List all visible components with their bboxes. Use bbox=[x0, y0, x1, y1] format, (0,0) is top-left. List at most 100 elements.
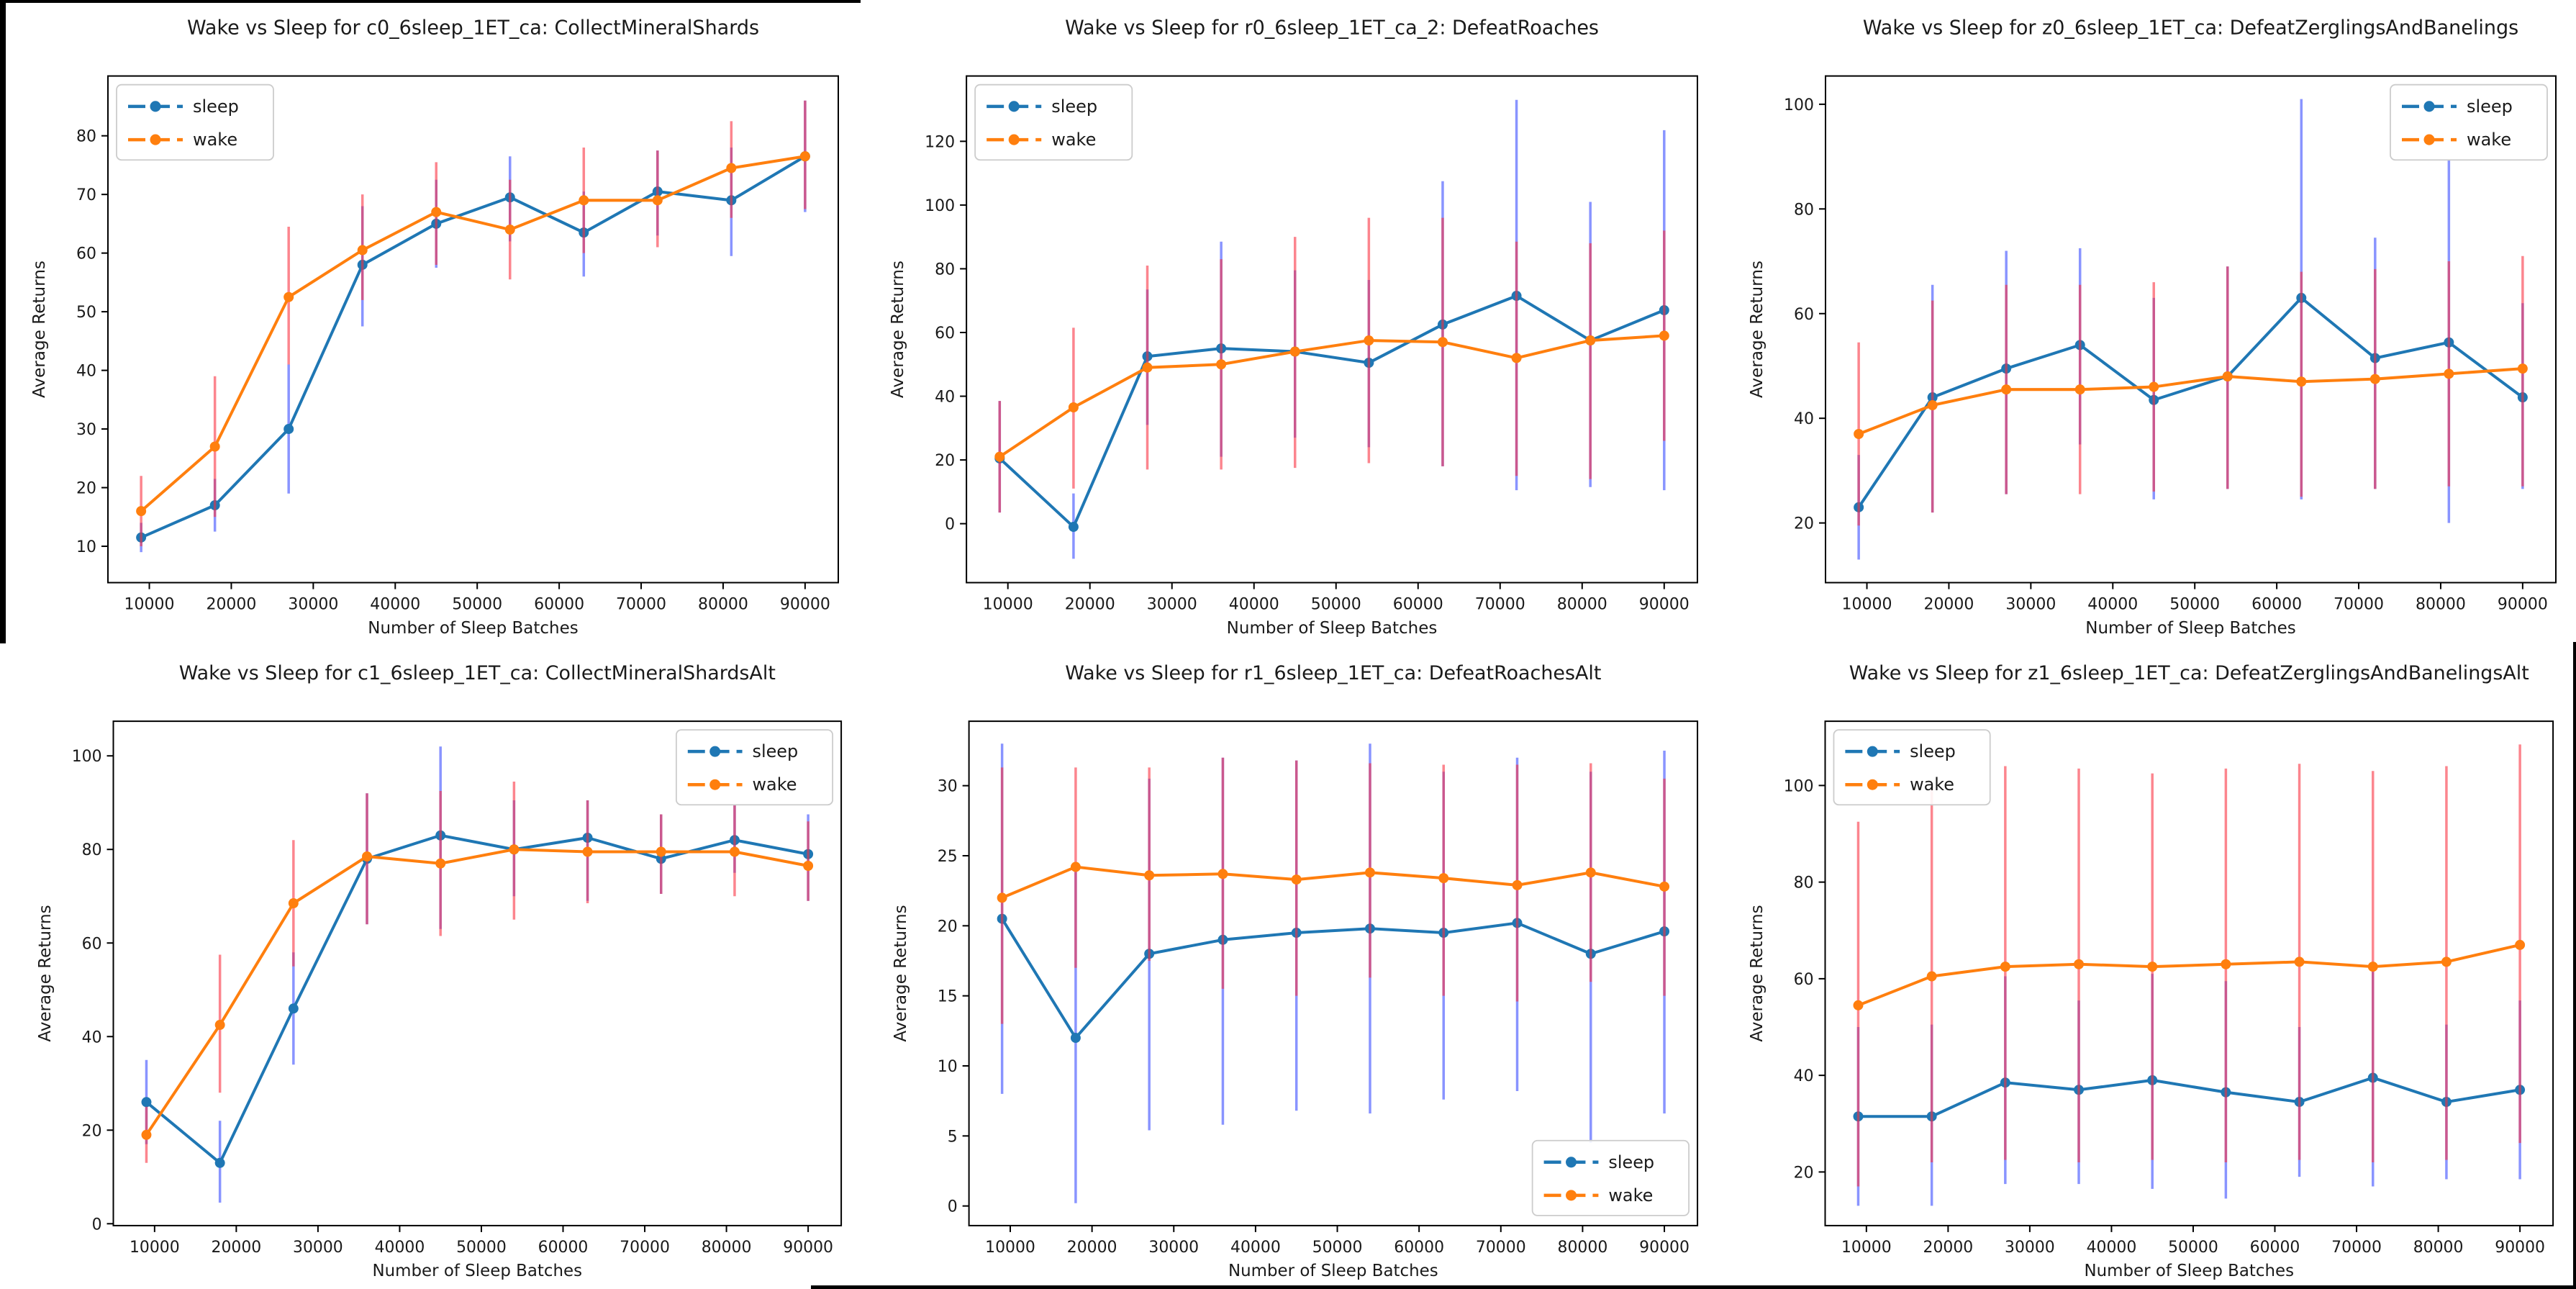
bottom-edge-bar bbox=[811, 1285, 2576, 1289]
x-tick-label: 50000 bbox=[1311, 596, 1361, 614]
wake-line bbox=[140, 155, 806, 512]
x-axis-label: Number of Sleep Batches bbox=[1228, 1262, 1438, 1280]
x-tick-label: 80000 bbox=[2413, 1239, 2464, 1257]
y-tick-label: 40 bbox=[935, 389, 955, 407]
y-tick-label: 50 bbox=[76, 304, 96, 322]
chart-title: Wake vs Sleep for z0_6sleep_1ET_ca: Defe… bbox=[1863, 17, 2518, 39]
x-tick-label: 10000 bbox=[1841, 1239, 1892, 1257]
wake-marker bbox=[2296, 376, 2307, 387]
wake-marker bbox=[1364, 335, 1374, 346]
sleep-line bbox=[998, 294, 1665, 529]
x-tick-label: 60000 bbox=[2250, 1239, 2300, 1257]
legend-sleep-marker bbox=[1566, 1157, 1577, 1168]
sleep-marker bbox=[214, 1157, 225, 1168]
chart-svg-c0: 10 20 30 40 50 60 70 80 10000 20000 30000 40000 5000… bbox=[30, 17, 839, 638]
chart-cell-z0-defeat-zerglings-banelings: 20 40 60 80 100 10000 20000 30000 40000 50000 6000… bbox=[1718, 0, 2576, 643]
y-tick-label: 100 bbox=[1784, 96, 1814, 114]
y-tick-label: 30 bbox=[938, 778, 958, 796]
wake-marker bbox=[357, 245, 368, 255]
x-tick-label: 80000 bbox=[702, 1239, 752, 1257]
x-tick-label: 50000 bbox=[456, 1239, 507, 1257]
x-tick-label: 30000 bbox=[1148, 1239, 1199, 1257]
legend: sleep wake bbox=[675, 729, 834, 806]
wake-line bbox=[1857, 943, 2521, 1007]
sleep-line bbox=[140, 155, 806, 539]
y-tick-label: 25 bbox=[938, 848, 958, 866]
y-tick-label: 0 bbox=[948, 1198, 958, 1216]
x-tick-label: 80000 bbox=[698, 596, 748, 614]
wake-marker bbox=[582, 846, 593, 857]
y-tick-label: 20 bbox=[1794, 515, 1814, 533]
wake-marker bbox=[284, 291, 294, 302]
sleep-line bbox=[145, 833, 809, 1164]
y-tick-label: 20 bbox=[938, 918, 958, 936]
x-tick-label: 40000 bbox=[370, 596, 420, 614]
y-tick-label: 40 bbox=[1794, 1067, 1814, 1085]
chart-title: Wake vs Sleep for z1_6sleep_1ET_ca: Defe… bbox=[1849, 662, 2529, 684]
sleep-marker bbox=[141, 1097, 152, 1108]
wake-marker bbox=[136, 506, 147, 517]
sleep-marker bbox=[1070, 1033, 1081, 1044]
legend-sleep-label: sleep bbox=[2467, 96, 2513, 117]
x-tick-label: 10000 bbox=[985, 1239, 1035, 1257]
y-tick-label: 20 bbox=[935, 452, 955, 470]
legend-wake-label: wake bbox=[2467, 130, 2511, 150]
y-tick-label: 60 bbox=[1794, 971, 1814, 989]
wake-marker bbox=[1853, 1000, 1864, 1010]
wake-marker bbox=[141, 1129, 152, 1140]
x-tick-label: 10000 bbox=[130, 1239, 180, 1257]
legend-sleep-label: sleep bbox=[1051, 96, 1097, 117]
y-tick-label: 100 bbox=[1784, 777, 1814, 795]
x-tick-label: 50000 bbox=[1312, 1239, 1363, 1257]
legend: sleep wake bbox=[974, 83, 1133, 161]
wake-marker bbox=[1927, 399, 1938, 411]
y-axis-label: Average Returns bbox=[36, 905, 55, 1041]
x-tick-label: 70000 bbox=[2331, 1239, 2382, 1257]
sleep-line bbox=[1000, 918, 1665, 1040]
x-tick-label: 90000 bbox=[1639, 596, 1690, 614]
chart-title: Wake vs Sleep for c1_6sleep_1ET_ca: Coll… bbox=[179, 662, 776, 684]
wake-marker bbox=[1070, 861, 1081, 872]
legend-wake-label: wake bbox=[1051, 130, 1096, 150]
legend-wake-marker bbox=[150, 134, 161, 145]
wake-marker bbox=[362, 851, 372, 861]
wake-marker bbox=[652, 195, 663, 206]
chart-title: Wake vs Sleep for r1_6sleep_1ET_ca: Defe… bbox=[1065, 662, 1601, 684]
chart-cell-c1-collect-mineral-shards-alt: 0 20 40 60 80 100 10000 20000 30000 40000 50000 600… bbox=[6, 646, 861, 1285]
y-tick-label: 80 bbox=[935, 261, 955, 279]
x-axis-label: Number of Sleep Batches bbox=[372, 1262, 582, 1280]
chart-svg-c1: 0 20 40 60 80 100 10000 20000 30000 40000 50000 600… bbox=[36, 662, 843, 1280]
sleep-line bbox=[1857, 296, 2524, 508]
wake-marker bbox=[1659, 881, 1670, 892]
x-tick-label: 50000 bbox=[2168, 1239, 2218, 1257]
wake-marker bbox=[1926, 971, 1937, 982]
x-tick-label: 40000 bbox=[1229, 596, 1279, 614]
legend-sleep-label: sleep bbox=[1910, 741, 1956, 761]
y-axis-label: Average Returns bbox=[1748, 905, 1767, 1041]
x-tick-label: 70000 bbox=[2334, 596, 2384, 614]
legend-sleep-marker bbox=[1867, 746, 1878, 757]
x-tick-label: 60000 bbox=[534, 596, 584, 614]
legend-wake-marker bbox=[1008, 134, 1020, 145]
wake-marker bbox=[2221, 959, 2231, 969]
y-tick-label: 80 bbox=[1794, 201, 1814, 219]
x-tick-label: 70000 bbox=[1476, 1239, 1526, 1257]
legend-wake-label: wake bbox=[1608, 1185, 1653, 1206]
x-tick-label: 60000 bbox=[1393, 596, 1443, 614]
x-tick-label: 90000 bbox=[1639, 1239, 1690, 1257]
chart-svg-r1: 0 5 10 15 20 25 30 10000 20000 30000 40000 50000 600… bbox=[892, 662, 1699, 1280]
x-tick-label: 70000 bbox=[1475, 596, 1525, 614]
x-tick-label: 20000 bbox=[212, 1239, 262, 1257]
x-tick-label: 40000 bbox=[375, 1239, 425, 1257]
y-tick-label: 70 bbox=[76, 186, 96, 204]
wake-marker bbox=[2441, 956, 2452, 967]
y-axis-label: Average Returns bbox=[30, 261, 49, 398]
legend-wake-marker bbox=[709, 779, 721, 790]
chart-svg-r0: 0 20 40 60 80 100 120 10000 20000 30000 40000 50000… bbox=[889, 17, 1698, 638]
legend-wake-marker bbox=[1867, 779, 1878, 790]
y-tick-label: 20 bbox=[1794, 1164, 1814, 1182]
x-axis-label: Number of Sleep Batches bbox=[1227, 619, 1438, 638]
wake-marker bbox=[2001, 384, 2012, 395]
wake-marker bbox=[1289, 346, 1300, 357]
x-tick-label: 30000 bbox=[288, 596, 338, 614]
